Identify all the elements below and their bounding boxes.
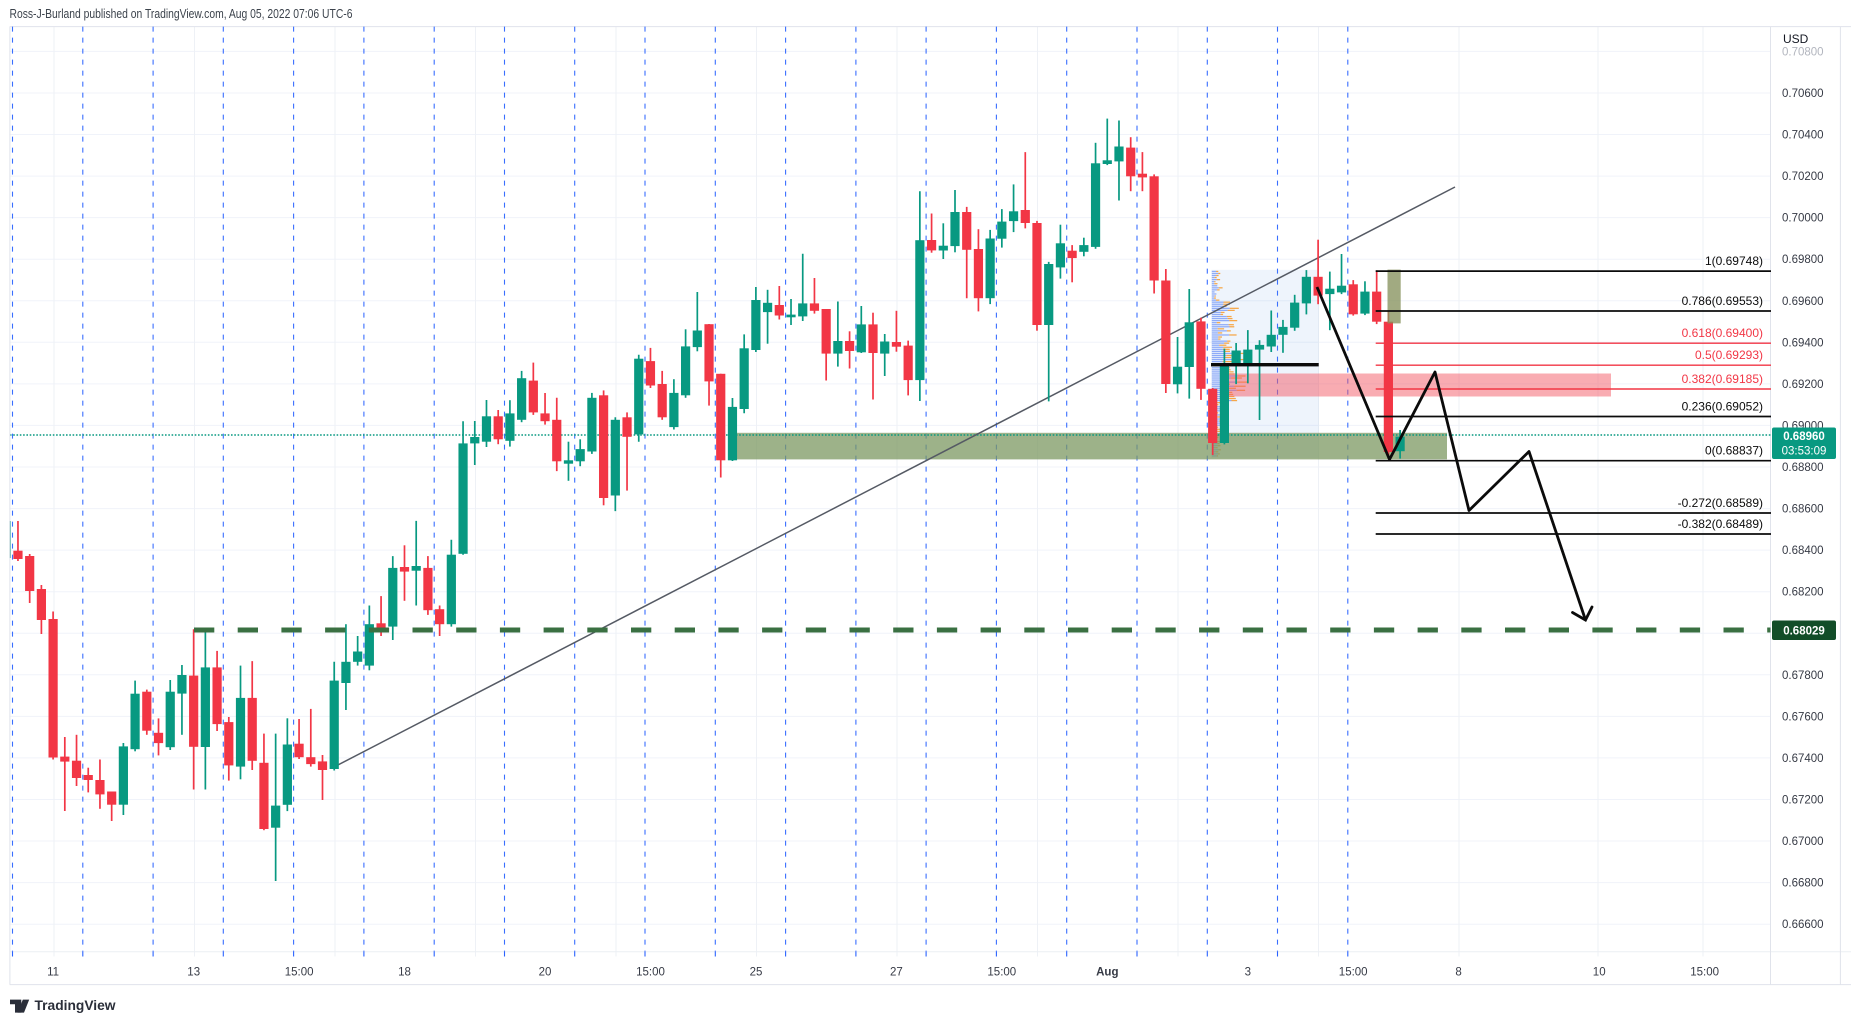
svg-text:15:00: 15:00 — [285, 967, 314, 979]
svg-text:USD: USD — [1783, 32, 1809, 46]
svg-text:0.236(0.69052): 0.236(0.69052) — [1682, 400, 1763, 414]
svg-text:0.67000: 0.67000 — [1782, 836, 1824, 848]
svg-text:0.70000: 0.70000 — [1782, 213, 1824, 225]
svg-text:8: 8 — [1455, 967, 1461, 979]
svg-text:0.68200: 0.68200 — [1782, 587, 1824, 599]
svg-text:Ross-J-Burland published on Tr: Ross-J-Burland published on TradingView.… — [10, 6, 353, 21]
svg-text:0.67200: 0.67200 — [1782, 795, 1824, 807]
svg-text:0.382(0.69185): 0.382(0.69185) — [1682, 372, 1763, 386]
svg-text:0.68600: 0.68600 — [1782, 504, 1824, 516]
svg-text:Aug: Aug — [1096, 967, 1118, 979]
svg-text:15:00: 15:00 — [987, 967, 1016, 979]
svg-text:0.70400: 0.70400 — [1782, 130, 1824, 142]
svg-text:0.5(0.69293): 0.5(0.69293) — [1695, 348, 1763, 362]
svg-text:0.69400: 0.69400 — [1782, 337, 1824, 349]
svg-text:0.66600: 0.66600 — [1782, 919, 1824, 931]
svg-text:0.70200: 0.70200 — [1782, 171, 1824, 183]
svg-text:15:00: 15:00 — [636, 967, 665, 979]
svg-text:0.67800: 0.67800 — [1782, 670, 1824, 682]
svg-text:27: 27 — [890, 967, 903, 979]
svg-text:20: 20 — [539, 967, 552, 979]
svg-text:0.70600: 0.70600 — [1782, 88, 1824, 100]
svg-text:0.69800: 0.69800 — [1782, 254, 1824, 266]
svg-text:18: 18 — [398, 967, 411, 979]
svg-text:0.67600: 0.67600 — [1782, 711, 1824, 723]
svg-text:0.67400: 0.67400 — [1782, 753, 1824, 765]
svg-text:0.69200: 0.69200 — [1782, 379, 1824, 391]
svg-text:15:00: 15:00 — [1690, 967, 1719, 979]
svg-text:0.66800: 0.66800 — [1782, 878, 1824, 890]
svg-text:-0.272(0.68589): -0.272(0.68589) — [1678, 496, 1763, 510]
svg-text:0.69600: 0.69600 — [1782, 296, 1824, 308]
svg-text:0.70800: 0.70800 — [1782, 46, 1824, 58]
svg-text:0.68960: 0.68960 — [1783, 431, 1825, 443]
svg-text:15:00: 15:00 — [1339, 967, 1368, 979]
svg-text:-0.382(0.68489): -0.382(0.68489) — [1678, 517, 1763, 531]
svg-text:TradingView: TradingView — [35, 998, 116, 1013]
svg-text:10: 10 — [1593, 967, 1606, 979]
svg-text:3: 3 — [1245, 967, 1251, 979]
svg-text:1(0.69748): 1(0.69748) — [1705, 254, 1763, 268]
svg-text:0.786(0.69553): 0.786(0.69553) — [1682, 294, 1763, 308]
svg-text:0.68029: 0.68029 — [1783, 626, 1825, 638]
svg-text:03:53:09: 03:53:09 — [1782, 446, 1827, 458]
svg-text:13: 13 — [187, 967, 200, 979]
svg-text:11: 11 — [47, 967, 59, 979]
svg-text:0.68800: 0.68800 — [1782, 462, 1824, 474]
svg-text:0.68400: 0.68400 — [1782, 545, 1824, 557]
svg-text:25: 25 — [750, 967, 763, 979]
svg-text:0(0.68837): 0(0.68837) — [1705, 444, 1763, 458]
svg-text:0.618(0.69400): 0.618(0.69400) — [1682, 326, 1763, 340]
